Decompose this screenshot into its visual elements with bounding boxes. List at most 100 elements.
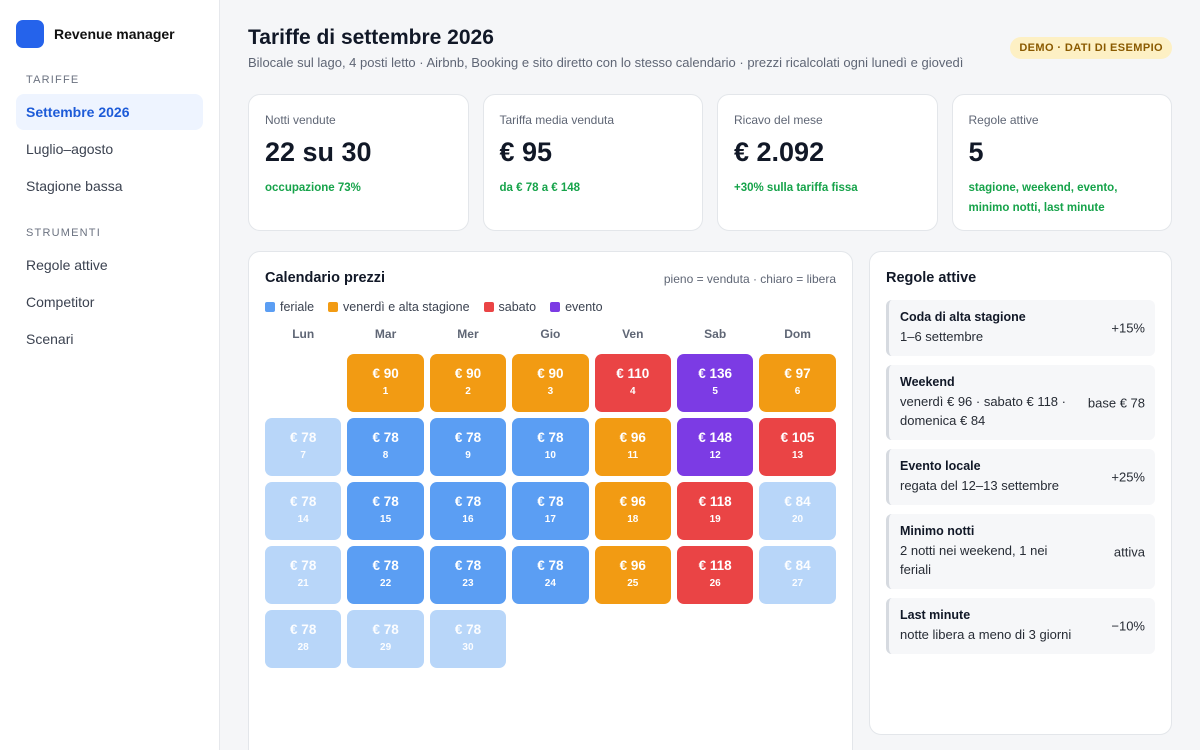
day-price: € 84 xyxy=(784,494,811,509)
day-number: 20 xyxy=(791,514,804,525)
calendar-day-12[interactable]: € 148 12 xyxy=(676,418,754,476)
calendar-hint: pieno = venduta · chiaro = libera xyxy=(663,272,836,286)
weekday-header: Lun Mar Mer Gio Ven Sab Dom xyxy=(265,327,836,341)
rule-name: Minimo notti xyxy=(900,524,975,538)
calendar-day-3[interactable]: € 90 3 xyxy=(512,354,589,412)
page-title: Tariffe di settembre 2026 xyxy=(248,26,494,49)
day-price: € 78 xyxy=(290,622,317,637)
calendar-day-13[interactable]: € 105 13 xyxy=(759,418,836,476)
calendar-day-17[interactable]: € 78 17 xyxy=(512,482,589,540)
calendar-day-2[interactable]: € 90 2 xyxy=(429,354,507,412)
day-number: 16 xyxy=(462,514,474,525)
page-subtitle: Bilocale sul lago, 4 posti letto · Airbn… xyxy=(248,55,964,70)
rule-description: 1–6 settembre xyxy=(900,329,984,344)
calendar-day-21[interactable]: € 78 21 xyxy=(265,546,342,604)
rule-description: 2 notti nei weekend, 1 nei feriali xyxy=(900,543,1048,577)
active-rules-card: Regole attive Coda di alta stagione 1–6 s… xyxy=(869,251,1172,735)
legend-swatch xyxy=(550,302,561,312)
brand[interactable]: Revenue manager xyxy=(16,20,203,48)
app-logo-icon xyxy=(16,20,44,48)
day-price: € 78 xyxy=(537,430,564,445)
calendar-day-23[interactable]: € 78 23 xyxy=(429,546,507,604)
calendar-day-11[interactable]: € 96 11 xyxy=(594,418,671,476)
calendar-day-27[interactable]: € 84 27 xyxy=(759,546,836,604)
rule-item[interactable]: Last minute notte libera a meno di 3 gior… xyxy=(886,598,1155,654)
rule-description: venerdì € 96 · sabato € 118 · domenica €… xyxy=(900,394,1066,428)
calendar-day-29[interactable]: € 78 29 xyxy=(347,610,424,668)
demo-badge: DEMO · DATI DI ESEMPIO xyxy=(1010,37,1172,59)
calendar-day-20[interactable]: € 84 20 xyxy=(759,482,836,540)
sidebar-section-title: STRUMENTI xyxy=(26,227,101,239)
day-price: € 90 xyxy=(454,366,482,381)
kpi-card-regole-attive: Regole attive 5 stagione, weekend, event… xyxy=(951,94,1172,231)
calendar-day-22[interactable]: € 78 22 xyxy=(347,546,424,604)
app-name: Revenue manager xyxy=(54,26,175,42)
calendar-day-19[interactable]: € 118 19 xyxy=(676,482,754,540)
day-price: € 78 xyxy=(454,622,482,637)
sidebar-item-competitor[interactable]: Competitor xyxy=(26,294,95,310)
price-calendar-card: Calendario prezzi pieno = venduta · chia… xyxy=(248,251,853,750)
calendar-day-4[interactable]: € 110 4 xyxy=(594,354,671,412)
day-number: 29 xyxy=(380,642,392,653)
calendar-day-1[interactable]: € 90 1 xyxy=(347,354,424,412)
calendar-day-14[interactable]: € 78 14 xyxy=(265,482,342,540)
calendar-title: Calendario prezzi xyxy=(265,270,386,286)
day-price: € 78 xyxy=(372,622,399,637)
calendar-day-5[interactable]: € 136 5 xyxy=(676,354,754,412)
sidebar-item-stagione-bassa[interactable]: Stagione bassa xyxy=(26,178,123,194)
day-number: 7 xyxy=(300,450,306,461)
day-number: 19 xyxy=(709,514,721,525)
kpi-card-notti-vendute: Notti vendute 22 su 30 occupazione 73% xyxy=(248,94,469,231)
day-number: 4 xyxy=(629,386,636,397)
rule-name: Coda di alta stagione xyxy=(900,310,1026,324)
day-price: € 148 xyxy=(698,430,733,445)
calendar-day-25[interactable]: € 96 25 xyxy=(594,546,671,604)
day-price: € 118 xyxy=(698,558,732,573)
calendar-day-24[interactable]: € 78 24 xyxy=(512,546,589,604)
rule-effect: +15% xyxy=(1111,320,1145,336)
calendar-day-10[interactable]: € 78 10 xyxy=(512,418,589,476)
day-price: € 90 xyxy=(372,366,399,381)
legend-label: evento xyxy=(565,300,603,314)
day-number: 5 xyxy=(712,386,718,397)
sidebar-item-regole-attive[interactable]: Regole attive xyxy=(26,257,108,273)
day-price: € 110 xyxy=(616,366,650,381)
day-price: € 78 xyxy=(372,430,399,445)
sidebar-item-settembre-2026[interactable]: Settembre 2026 xyxy=(16,94,203,130)
sidebar-item-scenari[interactable]: Scenari xyxy=(26,331,74,347)
sidebar: Revenue manager TARIFFE Settembre 2026 L… xyxy=(0,0,220,750)
calendar-day-9[interactable]: € 78 9 xyxy=(429,418,507,476)
rule-item[interactable]: Minimo notti 2 notti nei weekend, 1 nei f… xyxy=(886,514,1155,589)
kpi-row: Notti vendute 22 su 30 occupazione 73% T… xyxy=(248,94,1172,231)
rule-name: Last minute xyxy=(900,608,971,622)
day-number: 17 xyxy=(544,514,556,525)
kpi-note: occupazione 73% xyxy=(265,182,361,194)
day-number: 23 xyxy=(462,578,474,589)
day-price: € 78 xyxy=(537,558,564,573)
day-number: 3 xyxy=(547,386,554,397)
calendar-day-8[interactable]: € 78 8 xyxy=(347,418,424,476)
legend-label: sabato xyxy=(498,300,537,314)
calendar-day-16[interactable]: € 78 16 xyxy=(429,482,507,540)
calendar-day-18[interactable]: € 96 18 xyxy=(594,482,671,540)
rule-name: Weekend xyxy=(900,375,955,389)
calendar-day-6[interactable]: € 97 6 xyxy=(759,354,836,412)
rule-item[interactable]: Weekend venerdì € 96 · sabato € 118 · dom… xyxy=(886,365,1155,440)
day-number: 27 xyxy=(791,578,804,589)
kpi-note: da € 78 a € 148 xyxy=(499,182,581,194)
calendar-day-30[interactable]: € 78 30 xyxy=(429,610,507,668)
day-price: € 96 xyxy=(619,558,646,573)
rule-item[interactable]: Coda di alta stagione 1–6 settembre +15% xyxy=(886,300,1155,356)
day-price: € 105 xyxy=(780,430,815,445)
day-number: 12 xyxy=(709,450,721,461)
calendar-day-15[interactable]: € 78 15 xyxy=(347,482,424,540)
day-number: 25 xyxy=(627,578,639,589)
sidebar-section-title: TARIFFE xyxy=(26,74,80,86)
rule-item[interactable]: Evento locale regata del 12–13 settembre +… xyxy=(886,449,1155,505)
calendar-day-7[interactable]: € 78 7 xyxy=(265,418,342,476)
legend-item-evento: evento xyxy=(550,300,603,314)
sidebar-item-luglio-agosto[interactable]: Luglio–agosto xyxy=(26,141,114,157)
day-price: € 78 xyxy=(372,494,399,509)
calendar-day-26[interactable]: € 118 26 xyxy=(676,546,754,604)
calendar-day-28[interactable]: € 78 28 xyxy=(265,610,342,668)
